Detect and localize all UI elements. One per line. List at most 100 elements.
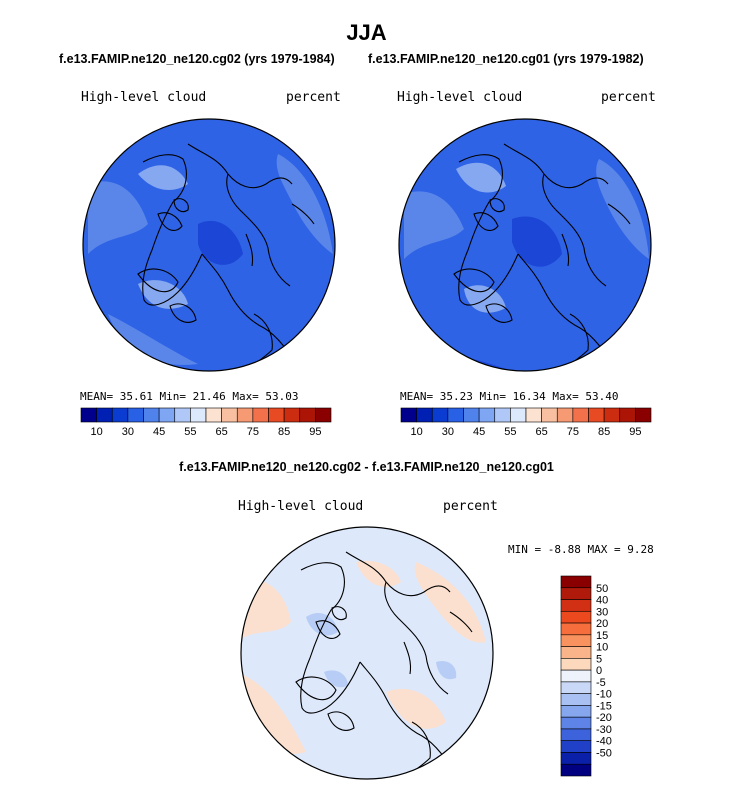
diff-map-border: [240, 526, 494, 780]
right-coastlines: [453, 143, 631, 371]
right-colorbar-swatch: [541, 407, 558, 423]
diff-colorbar-swatch: [560, 587, 592, 600]
left-coastlines: [137, 143, 315, 371]
right-colorbar-tick-label: 55: [504, 426, 516, 437]
left-colorbar-swatch: [143, 407, 160, 423]
right-colorbar-swatch: [463, 407, 480, 423]
left-colorbar-tick-label: 45: [153, 426, 165, 437]
left-colorbar-tick-label: 30: [122, 426, 134, 437]
left-colorbar-tick-label: 55: [184, 426, 196, 437]
diff-colorbar-tick-label: 20: [596, 618, 608, 630]
right-lighter-region: [456, 162, 506, 193]
left-light-region: [108, 314, 198, 365]
right-colorbar-swatch: [603, 407, 621, 423]
diff-colorbar-tick-label: 10: [596, 642, 608, 654]
left-colorbar-tick-label: 10: [91, 426, 103, 437]
right-stats: MEAN= 35.23 Min= 16.34 Max= 53.40: [400, 390, 619, 403]
right-colorbar-swatch: [572, 407, 589, 423]
right-units-label: percent: [601, 90, 656, 105]
right-colorbar-swatch: [416, 407, 433, 423]
right-colorbar-swatch: [400, 407, 417, 423]
left-colorbar-swatch: [252, 407, 269, 423]
right-light-region: [404, 191, 464, 259]
diff-stats: MIN = -8.88 MAX = 9.28: [508, 543, 654, 556]
left-colorbar-swatch: [268, 407, 285, 423]
left-colorbar-swatch: [111, 407, 129, 423]
right-colorbar-swatch: [494, 407, 511, 423]
right-colorbar-swatch: [510, 407, 527, 423]
diff-colorbar-tick-label: -20: [596, 712, 612, 724]
diff-title: f.e13.FAMIP.ne120_ne120.cg02 - f.e13.FAM…: [179, 460, 554, 474]
left-dark-region: [198, 220, 243, 265]
diff-warm-region: [386, 688, 446, 729]
diff-colorbar-tick-label: -10: [596, 689, 612, 701]
diff-colorbar-swatch: [560, 693, 592, 706]
diff-colorbar-swatch: [560, 763, 592, 777]
diff-warm-region: [241, 672, 306, 754]
left-colorbar-swatch: [299, 407, 316, 423]
right-colorbar-swatch: [478, 407, 496, 423]
diff-colorbar-swatch: [560, 752, 592, 765]
diff-colorbar-swatch: [560, 658, 592, 671]
left-map-border: [82, 118, 336, 372]
right-map-border: [398, 118, 652, 372]
diff-colorbar-swatch: [560, 610, 592, 624]
left-colorbar-swatch: [221, 407, 238, 423]
diff-colorbar-tick-label: 30: [596, 606, 608, 618]
left-light-region: [88, 181, 148, 254]
diff-colorbar-tick-label: 0: [596, 665, 602, 677]
left-colorbar: 10 30 45 55 65 75 85 95: [80, 407, 332, 437]
left-polar-map: [82, 118, 336, 372]
left-light-region: [276, 154, 333, 254]
diff-colorbar-tick-label: -40: [596, 736, 612, 748]
left-colorbar-swatch: [127, 407, 144, 423]
left-colorbar-swatch: [174, 407, 191, 423]
left-colorbar-tick-label: 75: [247, 426, 259, 437]
right-polar-map: [398, 118, 652, 372]
diff-colorbar-swatch: [560, 728, 592, 742]
diff-colorbar-tick-label: 15: [596, 630, 608, 642]
right-colorbar-tick-label: 10: [411, 426, 423, 437]
diff-warm-region: [356, 560, 401, 587]
diff-colorbar-tick-label: 5: [596, 653, 602, 665]
diff-colorbar-tick-label: -50: [596, 747, 612, 759]
left-colorbar-swatch: [158, 407, 176, 423]
diff-colorbar-swatch: [560, 622, 592, 636]
right-colorbar-swatch: [525, 407, 542, 423]
right-colorbar-swatch: [447, 407, 464, 423]
diff-colorbar-swatch: [560, 646, 592, 659]
right-colorbar-swatch: [431, 407, 449, 423]
right-light-region: [596, 159, 649, 259]
right-colorbar-tick-label: 85: [598, 426, 610, 437]
right-dark-region: [512, 216, 562, 267]
right-colorbar-tick-label: 95: [629, 426, 641, 437]
right-colorbar-tick-label: 45: [473, 426, 485, 437]
diff-cool-region: [324, 670, 348, 688]
diff-coastlines: [295, 551, 473, 779]
diff-colorbar-swatch: [560, 575, 592, 589]
right-colorbar-tick-label: 75: [567, 426, 579, 437]
left-colorbar-swatch: [283, 407, 301, 423]
diff-cool-region: [436, 660, 457, 680]
right-colorbar-tick-label: 65: [536, 426, 548, 437]
diff-colorbar-tick-label: 50: [596, 583, 608, 595]
right-variable-label: High-level cloud: [397, 90, 523, 105]
diff-colorbar-swatch: [560, 599, 592, 612]
right-colorbar-swatch: [556, 407, 574, 423]
left-colorbar-swatch: [236, 407, 254, 423]
diff-cool-region: [306, 612, 338, 636]
right-colorbar: 10 30 45 55 65 75 85 95: [400, 407, 652, 437]
right-colorbar-swatch: [588, 407, 605, 423]
diff-colorbar-swatch: [560, 634, 592, 647]
left-colorbar-swatch: [205, 407, 222, 423]
diff-colorbar-swatch: [560, 669, 592, 683]
diff-polar-map: [240, 526, 494, 780]
left-colorbar-swatch: [96, 407, 113, 423]
left-lighter-region: [138, 165, 188, 190]
page-title: JJA: [346, 20, 387, 45]
left-colorbar-swatch: [190, 407, 207, 423]
left-colorbar-swatch: [315, 407, 332, 423]
diff-colorbar-tick-label: -15: [596, 700, 612, 712]
left-variable-label: High-level cloud: [81, 90, 207, 105]
